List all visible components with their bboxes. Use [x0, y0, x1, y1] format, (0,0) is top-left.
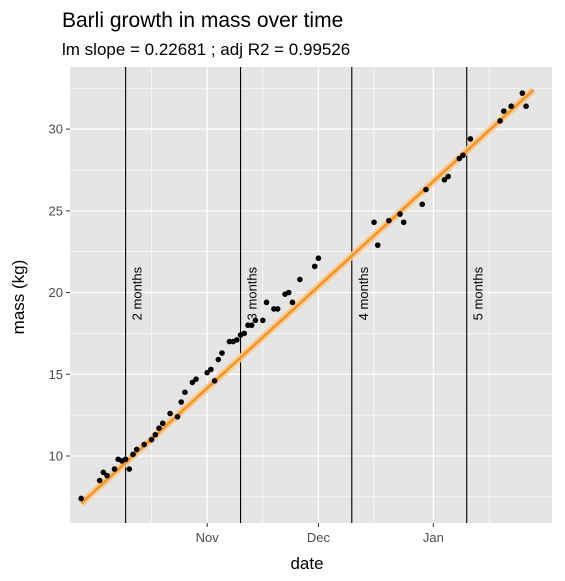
data-point — [167, 410, 173, 417]
data-point — [297, 276, 303, 283]
data-points — [78, 90, 529, 502]
data-point — [445, 173, 451, 180]
data-point — [130, 451, 136, 458]
data-point — [174, 413, 181, 420]
data-point — [523, 103, 529, 110]
x-tick-label: Nov — [196, 530, 220, 545]
x-axis-ticks: Nov Dec Jan — [196, 523, 444, 545]
data-point — [397, 211, 403, 217]
data-point — [315, 255, 322, 262]
y-tick-label: 10 — [49, 448, 63, 463]
x-tick-label: Dec — [307, 530, 331, 545]
y-tick-label: 15 — [49, 367, 63, 382]
data-point — [501, 108, 507, 114]
data-point — [193, 376, 199, 382]
data-point — [311, 263, 318, 270]
data-point — [274, 306, 281, 312]
data-point — [182, 389, 188, 396]
chart-title: Barli growth in mass over time — [62, 9, 343, 32]
data-point — [289, 299, 296, 306]
data-point — [208, 366, 214, 373]
data-point — [252, 317, 259, 324]
x-axis-title: date — [290, 554, 323, 573]
data-point — [159, 420, 166, 427]
data-point — [96, 477, 103, 484]
y-tick-label: 30 — [49, 122, 63, 137]
data-point — [460, 152, 466, 159]
data-point — [148, 436, 155, 443]
data-point — [456, 155, 463, 162]
data-point — [78, 495, 84, 502]
age-line-label: 3 months — [245, 266, 260, 320]
data-point — [133, 446, 140, 453]
minor-gridlines — [70, 67, 552, 523]
data-point — [519, 90, 526, 96]
major-gridlines — [70, 67, 552, 523]
data-point — [374, 242, 381, 248]
data-point — [419, 201, 426, 208]
data-point — [260, 317, 266, 324]
age-line-label: 4 months — [356, 266, 371, 320]
age-marker-lines: 2 months 3 months 4 months 5 months — [125, 67, 486, 523]
data-point — [248, 322, 255, 329]
data-point — [156, 425, 162, 432]
data-point — [263, 299, 270, 306]
data-point — [371, 219, 377, 226]
chart-subtitle: lm slope = 0.22681 ; adj R2 = 0.99526 — [62, 40, 350, 59]
data-point — [141, 441, 147, 448]
data-point — [122, 456, 129, 463]
data-point — [204, 369, 210, 376]
x-tick-label: Jan — [423, 530, 444, 545]
y-tick-label: 25 — [49, 203, 63, 218]
data-point — [508, 103, 515, 110]
data-point — [111, 466, 118, 472]
data-point — [467, 136, 474, 142]
y-axis-ticks: 10 15 20 25 30 — [49, 122, 70, 463]
y-axis-title: mass (kg) — [9, 260, 28, 335]
data-point — [215, 356, 222, 363]
data-point — [241, 330, 248, 337]
data-point — [386, 217, 392, 224]
data-point — [211, 378, 218, 384]
data-point — [400, 219, 407, 226]
data-point — [219, 350, 225, 356]
data-point — [126, 466, 133, 472]
data-point — [178, 399, 185, 405]
data-point — [234, 337, 240, 343]
data-point — [104, 472, 110, 479]
data-point — [152, 431, 159, 438]
data-point — [497, 118, 503, 124]
age-line-label: 5 months — [471, 266, 486, 320]
data-point — [441, 176, 448, 183]
data-point — [189, 379, 196, 386]
age-line-label: 2 months — [130, 266, 145, 320]
data-point — [100, 469, 107, 476]
data-point — [423, 186, 429, 193]
data-point — [285, 289, 292, 296]
y-tick-label: 20 — [49, 285, 63, 300]
